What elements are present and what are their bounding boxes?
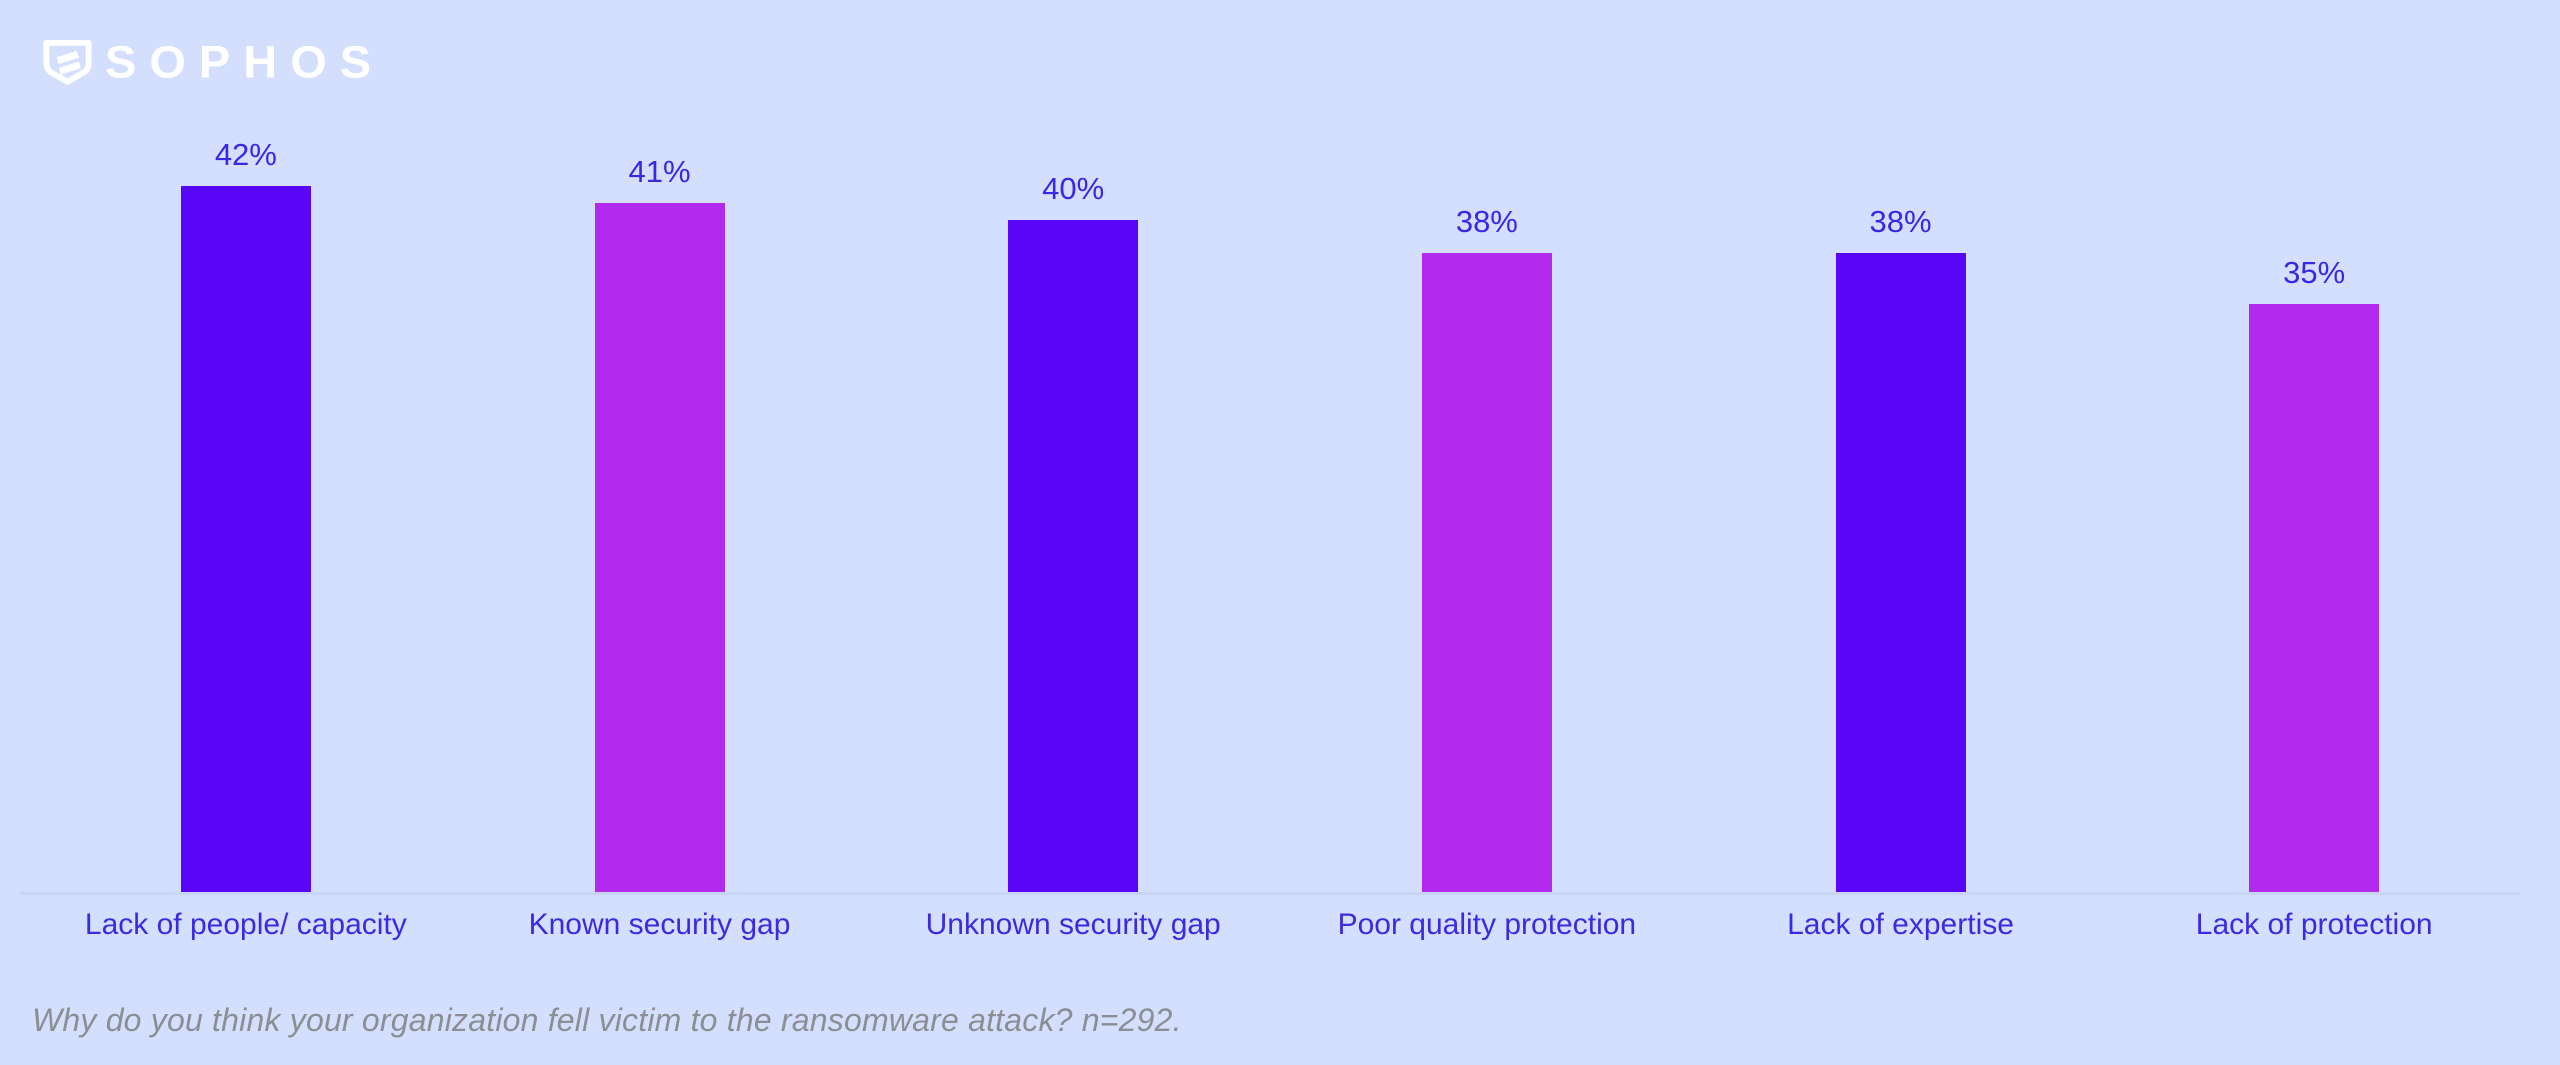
category-label: Unknown security gap	[925, 908, 1221, 941]
category-label: Known security gap	[528, 908, 791, 941]
axis-baseline	[20, 892, 2520, 895]
bar	[180, 186, 311, 893]
bar-value-label: 42%	[214, 137, 277, 172]
bar-value-label: 40%	[1042, 171, 1105, 206]
category-label: Lack of expertise	[1787, 908, 2014, 941]
bar	[1421, 253, 1552, 893]
bar	[1835, 253, 1966, 893]
sophos-logo: SOPHOS	[40, 36, 384, 86]
sophos-shield-icon	[43, 39, 92, 85]
category-axis: Lack of people/ capacity Known security g…	[39, 908, 2521, 942]
bar-value-label: 35%	[2283, 255, 2346, 290]
sophos-wordmark: SOPHOS	[105, 35, 385, 87]
category-label: Lack of protection	[2195, 908, 2433, 941]
chart-caption: Why do you think your organization fell …	[32, 1002, 1182, 1038]
bar-value-label: 38%	[1869, 204, 1932, 239]
bar-column: 42%	[39, 0, 453, 893]
bar	[1008, 220, 1139, 893]
bar-column: 40%	[866, 0, 1280, 893]
bar	[2249, 304, 2380, 893]
bar-column: 41%	[453, 0, 867, 893]
bar	[594, 203, 725, 893]
category-label: Poor quality protection	[1337, 908, 1637, 941]
bar-chart: 42% 41% 40% 38% 38% 35%	[39, 0, 2521, 893]
bar-value-label: 38%	[1455, 204, 1518, 239]
bar-column: 35%	[2107, 0, 2521, 893]
bar-column: 38%	[1280, 0, 1694, 893]
category-label: Lack of people/ capacity	[84, 908, 407, 941]
bar-column: 38%	[1694, 0, 2108, 893]
bar-value-label: 41%	[628, 154, 691, 189]
